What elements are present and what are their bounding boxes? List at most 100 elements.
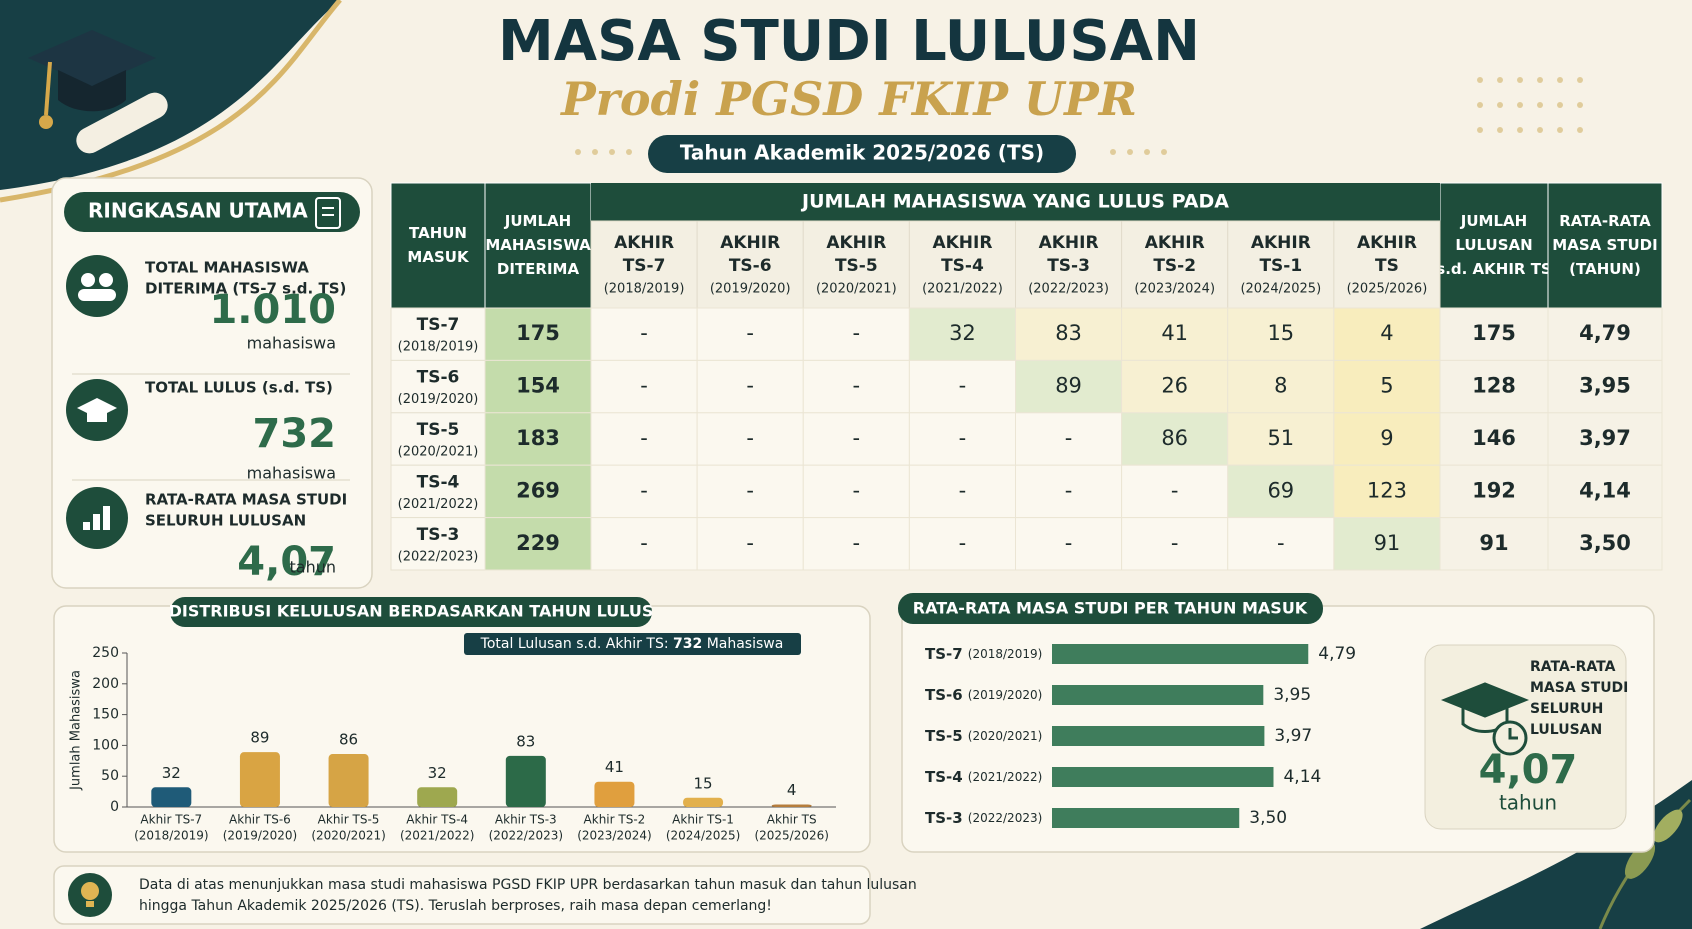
table-cell-text: 146 <box>1472 426 1516 450</box>
table-cell-text: 89 <box>1055 374 1082 398</box>
bar <box>505 755 546 807</box>
table-cell <box>1227 307 1335 361</box>
x-tick-period: (2021/2022) <box>400 829 474 843</box>
table-cell-text: - <box>746 531 754 555</box>
table-cell <box>590 412 698 466</box>
table-cell <box>1015 359 1123 414</box>
table-cell-text: - <box>640 426 648 450</box>
table-cell <box>1121 307 1229 361</box>
x-tick-period: (2024/2025) <box>666 829 740 843</box>
bar <box>1052 808 1240 828</box>
annotation: Total Lulusan s.d. Akhir TS: 732 Mahasis… <box>480 636 784 652</box>
table-cell-text: 83 <box>1055 321 1082 345</box>
summary-pill <box>64 192 360 232</box>
summary-value: 732 <box>253 411 337 457</box>
table-cell-text: - <box>746 478 754 502</box>
table-period-name: TS <box>1375 256 1399 276</box>
bulb-icon <box>81 882 99 900</box>
overall-unit: tahun <box>1499 791 1557 815</box>
table-cell <box>1121 412 1229 466</box>
table-cell-text: - <box>959 478 967 502</box>
table-cell-text: 3,95 <box>1579 374 1631 398</box>
table-cell <box>1547 517 1663 571</box>
y-tick-label: 50 <box>101 768 119 784</box>
table-cell-text: - <box>853 426 861 450</box>
table-period-years: (2025/2026) <box>1347 282 1428 297</box>
table-header-text: TAHUN <box>409 224 467 242</box>
category-label: TS-3 (2022/2023) <box>925 808 1042 827</box>
table-cell-text: - <box>959 531 967 555</box>
table-cell-text: 5 <box>1380 374 1393 398</box>
table-cell-text: 123 <box>1367 478 1407 502</box>
table-cell <box>1547 412 1663 466</box>
summary-title: RINGKASAN UTAMA <box>88 199 308 223</box>
table-row-name: TS-7 <box>417 315 460 335</box>
table-cell <box>590 517 698 571</box>
table-cell-text: 4 <box>1380 321 1393 345</box>
table-cell <box>1227 464 1335 519</box>
bar <box>417 787 458 807</box>
table-cell <box>1121 517 1229 571</box>
hbar-title: RATA-RATA MASA STUDI PER TAHUN MASUK <box>913 599 1308 618</box>
bar <box>1052 644 1309 664</box>
table-header-cell <box>1547 182 1663 309</box>
table-row-years: (2020/2021) <box>398 445 479 460</box>
y-tick-label: 100 <box>92 737 119 753</box>
table-cell <box>908 359 1016 414</box>
table-cell-text: 86 <box>1161 426 1188 450</box>
table-cell <box>1333 412 1441 466</box>
y-tick-label: 250 <box>92 645 119 661</box>
category-label: TS-7 (2018/2019) <box>925 644 1042 663</box>
x-tick-label: Akhir TS-3 <box>495 813 557 827</box>
clipboard-icon <box>315 197 341 229</box>
table-cell <box>696 359 804 414</box>
table-cell <box>1015 412 1123 466</box>
table-cell <box>696 517 804 571</box>
category-label: TS-4 (2021/2022) <box>925 767 1042 786</box>
summary-label: TOTAL MAHASISWA <box>145 259 309 277</box>
x-tick-label: Akhir TS-7 <box>140 813 202 827</box>
x-tick-period: (2018/2019) <box>134 829 208 843</box>
summary-label: SELURUH LULUSAN <box>145 512 306 530</box>
table-cell <box>908 517 1016 571</box>
category-name: TS-4 <box>925 768 963 786</box>
table-period-name: TS-4 <box>941 256 984 276</box>
table-cell-text: - <box>1065 426 1073 450</box>
table-row-years: (2019/2020) <box>398 392 479 407</box>
table-cell-text: - <box>746 321 754 345</box>
summary-icon <box>81 273 95 287</box>
table-cell <box>1227 359 1335 414</box>
summary-value: 1.010 <box>209 287 336 333</box>
table-cell <box>1439 464 1549 519</box>
table-cell <box>1015 464 1123 519</box>
table-cell <box>1439 412 1549 466</box>
table-period-cell <box>1121 220 1229 309</box>
category-period: (2019/2020) <box>968 688 1042 702</box>
hbar-pill <box>898 593 1323 624</box>
table-cell <box>1227 412 1335 466</box>
table-cell-text: - <box>1171 478 1179 502</box>
table-period-name: TS-7 <box>623 256 666 276</box>
table-row-years: (2018/2019) <box>398 340 479 355</box>
data-label: 32 <box>428 764 447 782</box>
table-period-cell <box>1227 220 1335 309</box>
table-period-years: (2023/2024) <box>1134 282 1215 297</box>
table-cell-text: 26 <box>1161 374 1188 398</box>
table-row-name: TS-6 <box>417 368 460 388</box>
data-label: 86 <box>339 731 358 749</box>
table-period-years: (2019/2020) <box>710 282 791 297</box>
table-cell-text: - <box>853 478 861 502</box>
data-label: 4,14 <box>1283 767 1321 787</box>
data-label: 4,79 <box>1318 644 1356 664</box>
table-period-cell <box>1333 220 1441 309</box>
table-period-name: TS-6 <box>729 256 772 276</box>
table-period-cell <box>696 220 804 309</box>
category-name: TS-7 <box>925 645 963 663</box>
table-header-text: s.d. AKHIR TS <box>1436 260 1551 278</box>
category-name: TS-6 <box>925 686 963 704</box>
data-label: 41 <box>605 758 624 776</box>
category-label: TS-5 (2020/2021) <box>925 726 1042 745</box>
data-label: 15 <box>694 774 713 792</box>
dot-pattern <box>575 77 1583 155</box>
table-period-name: AKHIR <box>1357 233 1417 253</box>
